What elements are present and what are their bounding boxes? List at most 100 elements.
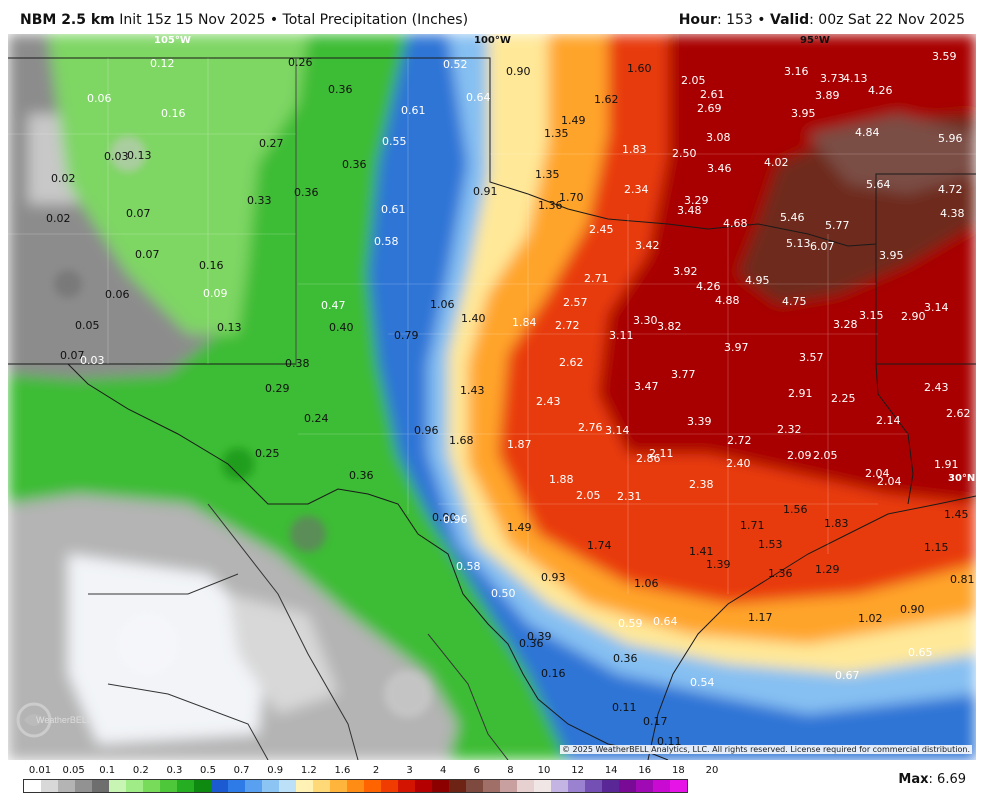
legend-swatch xyxy=(517,780,534,792)
precip-value-label: 2.31 xyxy=(617,490,642,503)
legend-swatch xyxy=(381,780,398,792)
precip-value-label: 0.90 xyxy=(432,511,457,524)
precip-value-label: 2.61 xyxy=(700,88,725,101)
precip-value-label: 0.06 xyxy=(105,288,130,301)
precip-value-label: 2.43 xyxy=(924,381,949,394)
legend-swatch xyxy=(194,780,211,792)
legend-swatch xyxy=(41,780,58,792)
precip-value-label: 5.13 xyxy=(786,237,811,250)
precip-value-label: 3.42 xyxy=(635,239,660,252)
precip-value-label: 2.43 xyxy=(536,395,561,408)
valid-value: : 00z Sat 22 Nov 2025 xyxy=(809,12,965,28)
legend-swatch xyxy=(653,780,670,792)
precip-value-label: 0.26 xyxy=(288,56,313,69)
precip-value-label: 1.06 xyxy=(430,298,455,311)
precip-value-label: 4.26 xyxy=(868,84,893,97)
precip-value-label: 1.45 xyxy=(944,508,969,521)
precip-value-label: 0.02 xyxy=(46,212,71,225)
coord-100w: 100°W xyxy=(474,35,511,46)
precip-value-label: 1.36 xyxy=(538,199,563,212)
precip-value-label: 6.07 xyxy=(810,240,835,253)
precip-value-label: 4.26 xyxy=(696,280,721,293)
precip-value-label: 1.87 xyxy=(507,438,532,451)
precip-value-label: 0.91 xyxy=(473,185,498,198)
precip-value-label: 0.52 xyxy=(443,58,468,71)
legend-label: 12 xyxy=(571,765,584,776)
precip-value-label: 0.38 xyxy=(285,357,310,370)
precip-value-label: 1.06 xyxy=(634,577,659,590)
precip-value-label: 2.71 xyxy=(584,272,609,285)
max-number: : 6.69 xyxy=(928,772,966,787)
precip-value-label: 0.90 xyxy=(506,65,531,78)
precip-value-label: 1.88 xyxy=(549,473,574,486)
svg-text:WeatherBELL: WeatherBELL xyxy=(36,715,92,725)
precip-value-label: 0.47 xyxy=(321,299,346,312)
precip-value-label: 1.40 xyxy=(461,312,486,325)
precip-value-label: 2.62 xyxy=(559,356,584,369)
precip-value-label: 2.14 xyxy=(876,414,901,427)
precip-value-label: 2.40 xyxy=(726,457,751,470)
precip-value-label: 0.58 xyxy=(456,560,481,573)
precip-value-label: 1.71 xyxy=(740,519,765,532)
legend-swatch xyxy=(636,780,653,792)
coord-105w: 105°W xyxy=(154,35,191,46)
precip-value-label: 5.46 xyxy=(780,211,805,224)
precip-value-label: 5.77 xyxy=(825,219,850,232)
legend-swatch xyxy=(670,780,687,792)
legend-label: 0.2 xyxy=(132,765,149,776)
precip-value-label: 0.61 xyxy=(381,203,406,216)
precip-value-label: 0.13 xyxy=(127,149,152,162)
precip-value-label: 0.06 xyxy=(87,92,112,105)
title-separator: • xyxy=(269,12,279,28)
precip-value-label: 0.11 xyxy=(612,701,637,714)
precip-value-label: 0.16 xyxy=(161,107,186,120)
legend-swatch xyxy=(143,780,160,792)
model-name: NBM 2.5 km xyxy=(20,12,115,28)
precip-value-label: 2.50 xyxy=(672,147,697,160)
legend-swatch xyxy=(24,780,41,792)
precip-value-label: 0.81 xyxy=(950,573,975,586)
precip-value-label: 0.07 xyxy=(126,207,151,220)
precip-value-label: 1.02 xyxy=(858,612,883,625)
precip-value-label: 4.95 xyxy=(745,274,770,287)
precip-value-label: 0.07 xyxy=(135,248,160,261)
legend-swatch xyxy=(296,780,313,792)
legend-label: 20 xyxy=(705,765,719,776)
precip-value-label: 3.92 xyxy=(673,265,698,278)
legend-label: 0.05 xyxy=(62,765,85,776)
legend-label: 8 xyxy=(507,765,514,776)
precip-value-label: 2.72 xyxy=(727,434,752,447)
precip-value-label: 1.49 xyxy=(507,521,532,534)
precip-value-label: 3.82 xyxy=(657,320,682,333)
map-title: NBM 2.5 km Init 15z 15 Nov 2025 • Total … xyxy=(20,12,468,28)
precip-value-label: 0.96 xyxy=(443,513,468,526)
legend-swatch xyxy=(551,780,568,792)
legend-swatch xyxy=(568,780,585,792)
legend-label: 10 xyxy=(537,765,551,776)
precip-value-label: 0.36 xyxy=(519,637,544,650)
precip-value-label: 3.46 xyxy=(707,162,732,175)
precip-value-label: 0.03 xyxy=(80,354,105,367)
precip-value-label: 2.45 xyxy=(589,223,614,236)
legend-label: 16 xyxy=(638,765,652,776)
precip-value-label: 0.24 xyxy=(304,412,329,425)
precip-value-label: 1.49 xyxy=(561,114,586,127)
precip-value-label: 2.76 xyxy=(578,421,603,434)
precip-field xyxy=(8,34,976,760)
precip-value-label: 3.77 xyxy=(671,368,696,381)
precip-value-label: 4.68 xyxy=(723,217,748,230)
precip-value-label: 0.40 xyxy=(329,321,354,334)
precip-value-label: 3.39 xyxy=(687,415,712,428)
legend-label: 0.3 xyxy=(166,765,183,776)
legend-swatch xyxy=(619,780,636,792)
precip-value-label: 3.11 xyxy=(609,329,634,342)
precip-value-label: 0.65 xyxy=(908,646,933,659)
precip-value-label: 0.93 xyxy=(541,571,566,584)
precip-value-label: 3.89 xyxy=(815,89,840,102)
precip-value-label: 0.29 xyxy=(265,382,290,395)
legend-label: 3 xyxy=(406,765,413,776)
legend-swatch xyxy=(58,780,75,792)
precip-value-label: 0.36 xyxy=(294,186,319,199)
legend-label: 0.01 xyxy=(28,765,52,776)
legend-label: 6 xyxy=(473,765,480,776)
